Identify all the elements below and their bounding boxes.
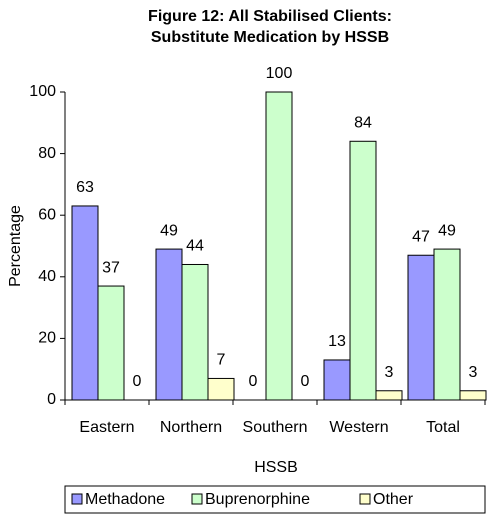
bar [433, 248, 461, 401]
y-tick-label: 100 [29, 83, 56, 100]
data-label: 37 [102, 259, 120, 276]
bar [207, 377, 235, 401]
legend-box [64, 485, 486, 514]
data-label: 0 [249, 373, 258, 390]
data-label: 7 [217, 352, 226, 369]
data-label: 49 [438, 222, 456, 239]
x-tick-label: Western [329, 419, 388, 436]
bar [155, 248, 183, 401]
legend-swatch [359, 493, 371, 505]
x-tick-label: Northern [160, 419, 222, 436]
chart-title: Figure 12: All Stabilised Clients: [148, 8, 392, 25]
data-label: 13 [328, 333, 346, 350]
x-tick-label: Eastern [79, 419, 134, 436]
bar [349, 140, 377, 401]
bar [181, 263, 209, 401]
y-tick-label: 0 [47, 391, 56, 408]
legend-swatch [191, 493, 203, 505]
bar [97, 285, 125, 401]
bar [459, 390, 487, 401]
data-label: 44 [186, 238, 204, 255]
bar [375, 390, 403, 401]
y-tick-label: 80 [38, 145, 56, 162]
y-tick-label: 20 [38, 330, 56, 347]
data-label: 63 [76, 179, 94, 196]
data-label: 0 [133, 373, 142, 390]
data-label: 84 [354, 114, 372, 131]
bar [323, 359, 351, 401]
bar [265, 91, 293, 401]
data-label: 47 [412, 228, 430, 245]
bar [407, 254, 435, 401]
x-axis-label: HSSB [254, 459, 298, 476]
x-tick-label: Southern [243, 419, 308, 436]
y-tick-label: 60 [38, 206, 56, 223]
legend-label: Other [373, 491, 414, 508]
data-label: 0 [301, 373, 310, 390]
legend-swatch [71, 493, 83, 505]
data-label: 3 [469, 364, 478, 381]
legend-label: Buprenorphine [205, 491, 310, 508]
x-tick-label: Total [426, 419, 460, 436]
y-axis-label: Percentage [7, 205, 24, 287]
legend-label: Methadone [85, 491, 165, 508]
chart-title: Substitute Medication by HSSB [151, 29, 389, 46]
data-label: 49 [160, 222, 178, 239]
y-tick-label: 40 [38, 268, 56, 285]
data-label: 100 [266, 65, 293, 82]
bar [71, 205, 99, 401]
data-label: 3 [385, 364, 394, 381]
